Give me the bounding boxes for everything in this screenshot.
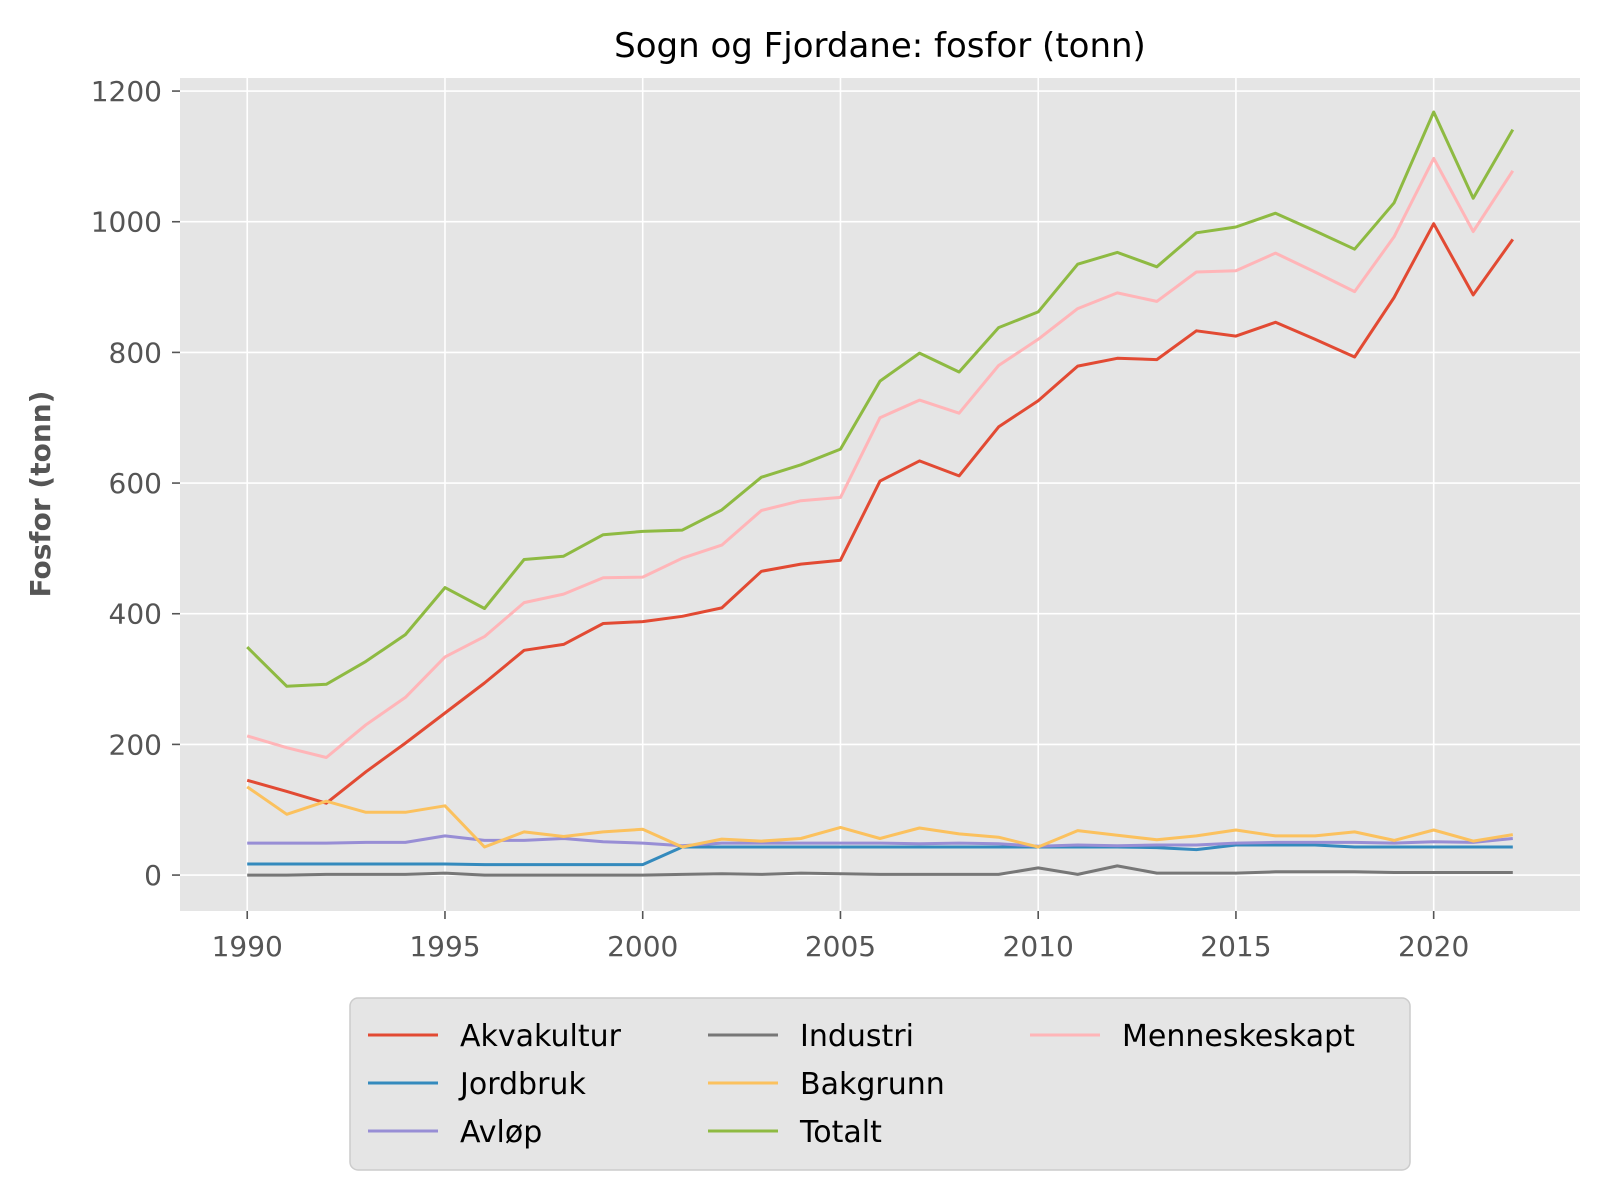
x-tick-label: 2015 xyxy=(1200,930,1271,963)
legend-label-totalt: Totalt xyxy=(799,1115,882,1150)
series-line-industri xyxy=(247,864,1513,877)
legend: Akvakultur Jordbruk Avløp Industri Bakgrunn T… xyxy=(349,997,1411,1171)
x-tick-label: 2010 xyxy=(1003,930,1074,963)
grid-lines xyxy=(180,78,1580,911)
y-axis-ticks: 0 200 400 600 800 1000 1200 xyxy=(91,75,180,892)
series-lines xyxy=(246,110,1515,877)
legend-label-jordbruk: Jordbruk xyxy=(458,1067,586,1102)
y-tick-label: 600 xyxy=(109,467,162,500)
plot-background xyxy=(180,78,1580,911)
legend-label-menneskeskapt: Menneskeskapt xyxy=(1122,1019,1355,1054)
y-tick-label: 800 xyxy=(109,336,162,369)
y-tick-label: 1000 xyxy=(91,206,162,239)
x-tick-label: 2020 xyxy=(1398,930,1469,963)
legend-label-akvakultur: Akvakultur xyxy=(460,1019,622,1054)
y-tick-label: 200 xyxy=(109,728,162,761)
legend-label-avl-p: Avløp xyxy=(460,1115,542,1150)
series-line-avl-p xyxy=(247,834,1513,848)
y-tick-label: 1200 xyxy=(91,75,162,108)
legend-box xyxy=(349,997,1411,1171)
chart-title: Sogn og Fjordane: fosfor (tonn) xyxy=(614,26,1146,66)
series-line-totalt xyxy=(246,110,1515,688)
legend-label-industri: Industri xyxy=(800,1019,914,1054)
series-line-jordbruk xyxy=(247,843,1513,867)
y-tick-label: 0 xyxy=(144,859,162,892)
x-tick-label: 1995 xyxy=(409,930,480,963)
x-tick-label: 2000 xyxy=(607,930,678,963)
y-axis-label: Fosfor (tonn) xyxy=(24,391,57,598)
series-line-akvakultur xyxy=(246,222,1515,805)
y-tick-label: 400 xyxy=(109,598,162,631)
legend-label-bakgrunn: Bakgrunn xyxy=(800,1067,945,1102)
x-tick-label: 2005 xyxy=(805,930,876,963)
series-line-menneskeskapt xyxy=(246,156,1515,759)
x-tick-label: 1990 xyxy=(212,930,283,963)
series-line-bakgrunn xyxy=(246,785,1514,849)
x-axis-ticks: 1990 1995 2000 2005 2010 2015 2020 xyxy=(212,911,1469,963)
